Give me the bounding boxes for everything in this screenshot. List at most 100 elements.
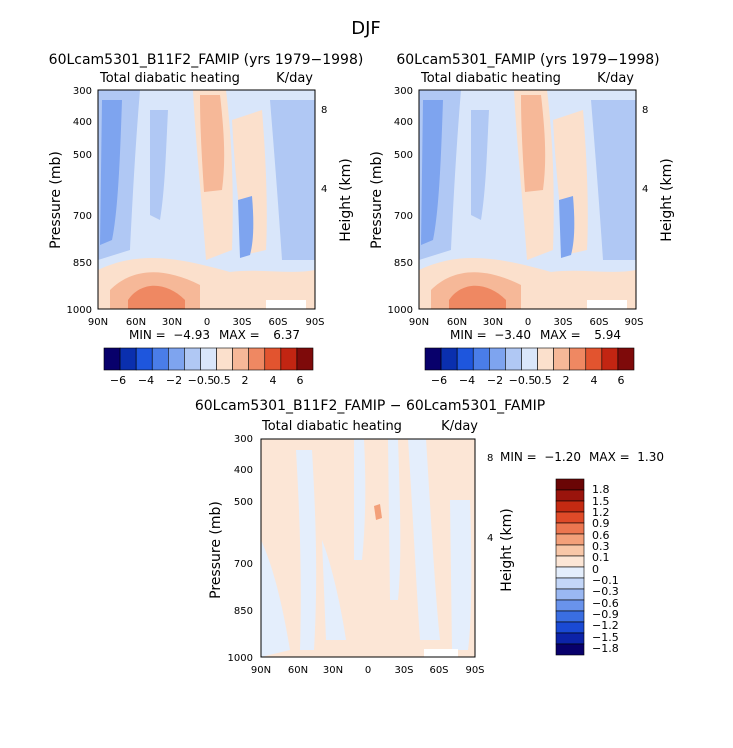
panel-3-colorbar-labels: 1.8 1.5 1.2 0.9 0.6 0.3 0.1 0 −0.1 −0.3 … — [592, 483, 619, 655]
panel-2-band-deep-blue — [421, 100, 443, 245]
panel-1-frame — [97, 89, 316, 310]
panel-3-ytick-300: 300 — [234, 434, 253, 445]
panel-3-cbar-swatch-14 — [555, 621, 585, 634]
panel-1-title: 60Lcam5301_B11F2_FAMIP (yrs 1979−1998) — [49, 52, 364, 68]
panel-2-cbar-swatch-11 — [585, 347, 603, 371]
panel-3-xtick-90n: 90N — [251, 665, 271, 676]
panel-3-xtick-90s: 90S — [465, 665, 484, 676]
panel-2-cbar-label-2: −4 — [459, 374, 475, 387]
panel-3-cbar-label-2: 1.5 — [592, 495, 610, 508]
panel-3-cbar-label-13: −1.2 — [592, 619, 619, 632]
panel-1-xtick-0: 0 — [204, 317, 210, 328]
panel-1-colorbar — [103, 347, 314, 371]
panel-3-cbar-label-3: 1.2 — [592, 506, 610, 519]
panel-3-min-value: −1.20 — [544, 450, 581, 464]
panel-1-cbar-swatch-5 — [168, 347, 185, 371]
panel-2-band-boundary-hotter — [449, 285, 506, 309]
panel-2-ytick-700: 700 — [394, 211, 413, 222]
panel-1-band-sh-tropic-blue — [238, 196, 254, 258]
panel-2-min-label: MIN = — [450, 328, 487, 342]
panel-2-cbar-label-8: 6 — [618, 374, 625, 387]
panel-3-ytick-500: 500 — [234, 497, 253, 508]
panel-2-cbar-swatch-5 — [489, 347, 506, 371]
panel-3-band-blue-5 — [388, 439, 401, 600]
panel-2-band-mid-blue — [471, 110, 489, 220]
panel-1-min-value: −4.93 — [173, 328, 210, 342]
panel-2-min-value: −3.40 — [494, 328, 531, 342]
panel-3-ytick-700: 700 — [234, 559, 253, 570]
panel-2-cbar-label-4: −0.5 — [509, 374, 536, 387]
panel-2-minmax: MIN = −3.40 MAX = 5.94 — [450, 328, 621, 342]
panel-3-xtick-30n: 30N — [323, 665, 343, 676]
panel-1-minmax: MIN = −4.93 MAX = 6.37 — [129, 328, 300, 342]
panel-1-cbar-label-8: 6 — [297, 374, 304, 387]
panel-3-cbar-label-12: −0.9 — [592, 608, 619, 621]
panel-1-ylabel: Pressure (mb) — [48, 151, 64, 249]
panel-1-ytick-1000: 1000 — [67, 305, 92, 316]
panel-1-subtitle-right: K/day — [276, 71, 313, 86]
panel-2: 60Lcam5301_FAMIP (yrs 1979−1998) Total d… — [369, 52, 675, 387]
panel-3-cbar-swatch-11 — [555, 588, 585, 601]
panel-3-ytick-850: 850 — [234, 606, 253, 617]
panel-2-xtick-60s: 60S — [589, 317, 608, 328]
panel-1-cbar-label-2: −4 — [138, 374, 154, 387]
panel-3-surface-mask — [424, 649, 458, 657]
panel-3: 60Lcam5301_B11F2_FAMIP − 60Lcam5301_FAMI… — [195, 398, 664, 676]
panel-3-xtick-60n: 60N — [288, 665, 308, 676]
panel-2-band-sh-blue — [591, 100, 636, 260]
panel-2-surface-mask — [587, 300, 627, 309]
panel-1: 60Lcam5301_B11F2_FAMIP (yrs 1979−1998) T… — [48, 52, 363, 387]
panel-3-cbar-swatch-12 — [555, 599, 585, 612]
panel-3-cbar-label-15: −1.8 — [592, 642, 619, 655]
panel-1-height-tick-8: 8 — [321, 105, 327, 116]
panel-3-cbar-label-6: 0.3 — [592, 540, 610, 553]
panel-1-colorbar-labels: −6 −4 −2 −0.5 0.5 2 4 6 — [110, 374, 304, 387]
panel-3-xtick-0: 0 — [365, 665, 371, 676]
panel-3-colorbar — [555, 478, 585, 656]
panel-2-xtick-60n: 60N — [447, 317, 467, 328]
panel-1-xtick-60s: 60S — [268, 317, 287, 328]
panel-3-ylabel: Pressure (mb) — [208, 501, 224, 599]
panel-2-xtick-30s: 30S — [553, 317, 572, 328]
panel-2-xtick-30n: 30N — [483, 317, 503, 328]
panel-1-y-ticks: 300 400 500 700 850 1000 — [67, 86, 92, 316]
panel-2-xtick-90n: 90N — [409, 317, 429, 328]
panel-3-y-ticks: 300 400 500 700 850 1000 — [228, 434, 253, 664]
panel-2-ytick-300: 300 — [394, 86, 413, 97]
panel-3-title: 60Lcam5301_B11F2_FAMIP − 60Lcam5301_FAMI… — [195, 398, 545, 414]
panel-3-cbar-label-7: 0.1 — [592, 551, 610, 564]
panel-1-subtitle-left: Total diabatic heating — [99, 71, 240, 86]
panel-1-max-label: MAX = — [219, 328, 260, 342]
panel-1-cbar-swatch-6 — [184, 347, 201, 371]
panel-1-cbar-swatch-11 — [264, 347, 282, 371]
panel-2-ytick-400: 400 — [394, 117, 413, 128]
panel-2-cbar-swatch-7 — [521, 347, 538, 371]
panel-2-cbar-swatch-3 — [456, 347, 474, 371]
panel-3-x-ticks: 90N 60N 30N 0 30S 60S 90S — [251, 665, 485, 676]
panel-2-ytick-850: 850 — [394, 258, 413, 269]
panel-2-cbar-swatch-6 — [505, 347, 522, 371]
panel-2-subtitle-right: K/day — [597, 71, 634, 86]
panel-3-subtitle-left: Total diabatic heating — [261, 419, 402, 434]
panel-2-cbar-label-3: −2 — [487, 374, 503, 387]
panel-2-cbar-swatch-1 — [424, 347, 442, 371]
panel-3-cbar-swatch-8 — [555, 555, 585, 568]
panel-2-title: 60Lcam5301_FAMIP (yrs 1979−1998) — [396, 52, 659, 68]
panel-3-ylabel-right: Height (km) — [499, 508, 515, 591]
panel-2-cbar-label-1: −6 — [431, 374, 447, 387]
panel-1-ytick-700: 700 — [73, 211, 92, 222]
panel-3-ytick-400: 400 — [234, 465, 253, 476]
panel-3-right-axis: 8 4 — [487, 453, 493, 544]
panel-1-ytick-300: 300 — [73, 86, 92, 97]
panel-1-x-ticks: 90N 60N 30N 0 30S 60S 90S — [88, 317, 325, 328]
panel-1-ytick-500: 500 — [73, 150, 92, 161]
panel-3-ytick-1000: 1000 — [228, 653, 253, 664]
panel-2-ylabel-right: Height (km) — [659, 158, 675, 241]
panel-3-minmax: MIN = −1.20 MAX = 1.30 — [500, 450, 664, 464]
panel-1-ylabel-right: Height (km) — [338, 158, 354, 241]
panel-1-cbar-label-7: 4 — [270, 374, 277, 387]
panel-3-band-blue-7 — [450, 500, 472, 650]
panel-1-cbar-swatch-9 — [232, 347, 249, 371]
panel-3-subtitle-right: K/day — [441, 419, 478, 434]
